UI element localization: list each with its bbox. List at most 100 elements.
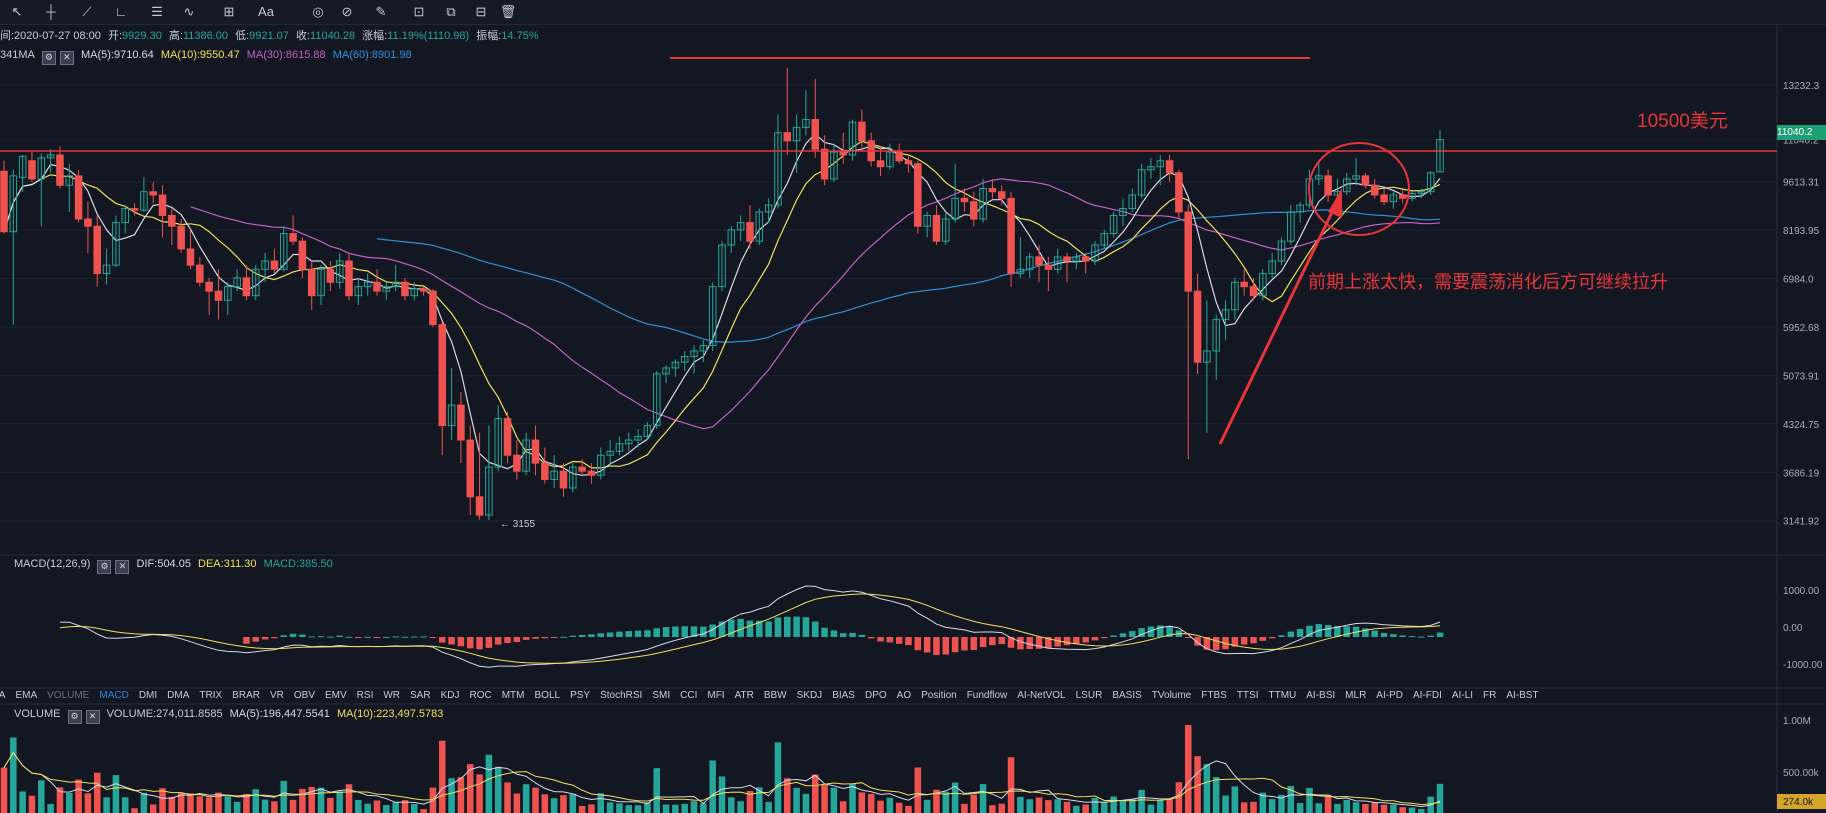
indicator-tab-trix[interactable]: TRIX [199, 690, 223, 701]
macd-histogram-bar [588, 634, 595, 637]
volume-bar [830, 787, 838, 813]
indicator-tab-ai-fdi[interactable]: AI-FDI [1412, 690, 1442, 701]
indicator-tab-dpo[interactable]: DPO [864, 690, 887, 701]
text-icon[interactable]: Aa [258, 4, 274, 19]
indicator-tab-smi[interactable]: SMI [652, 690, 671, 701]
candle-body [317, 268, 325, 297]
macd-histogram-bar [355, 637, 362, 638]
settings-icon[interactable]: ⚙ [97, 560, 112, 574]
indicator-tab-ftbs[interactable]: FTBS [1201, 690, 1227, 701]
price-axis-background [1777, 24, 1826, 813]
trend-line-icon[interactable]: ⟋ [82, 4, 92, 19]
close-icon[interactable]: ✕ [115, 560, 130, 574]
indicator-tab-cci[interactable]: CCI [680, 690, 698, 701]
volume-bar [10, 737, 17, 813]
volume-bar [317, 787, 325, 813]
indicator-tab-brar[interactable]: BRAR [232, 690, 260, 701]
indicator-tab-ai-bsi[interactable]: AI-BSI [1306, 690, 1336, 701]
indicator-tab-mtm[interactable]: MTM [501, 690, 525, 701]
indicator-tab-mfi[interactable]: MFI [707, 690, 725, 701]
macd-histogram-bar [672, 626, 679, 637]
angle-icon[interactable]: ∟ [114, 4, 128, 19]
indicator-tab-obv[interactable]: OBV [293, 690, 315, 701]
macd-histogram-bar [737, 618, 744, 637]
indicator-tab-volume[interactable]: VOLUME [47, 690, 90, 701]
indicator-tab-boll[interactable]: BOLL [534, 690, 561, 701]
delete-icon[interactable]: 🗑 [499, 4, 517, 19]
cursor-icon[interactable]: ↖ [11, 4, 23, 19]
volume-bar [93, 772, 101, 813]
crosshair-icon[interactable]: ┼ [46, 4, 56, 19]
indicator-tab-fr[interactable]: FR [1482, 690, 1497, 701]
indicator-tab-ema[interactable]: EMA [15, 690, 38, 701]
volume-bar [271, 801, 278, 813]
indicator-tab-kdj[interactable]: KDJ [440, 690, 460, 701]
indicator-tab-vr[interactable]: VR [269, 690, 284, 701]
volume-bar [1194, 756, 1201, 813]
lock-icon[interactable]: ⊡ [413, 4, 425, 19]
indicator-tab-psy[interactable]: PSY [570, 690, 591, 701]
macd-histogram-bar [1390, 634, 1397, 637]
candle-body [1035, 256, 1043, 266]
settings-icon[interactable]: ⚙ [41, 51, 56, 65]
indicator-tab-ai-bst[interactable]: AI-BST [1506, 690, 1539, 701]
indicator-tab-mlr[interactable]: MLR [1345, 690, 1367, 701]
magnet-icon[interactable]: ◎ [312, 4, 324, 19]
eraser-icon[interactable]: ⊘ [341, 4, 353, 19]
indicator-tab-ai-netvol[interactable]: AI-NetVOL [1017, 690, 1066, 701]
volume-bar [1334, 803, 1341, 813]
indicator-tab-ttsi[interactable]: TTSI [1236, 690, 1259, 701]
indicator-tab-position[interactable]: Position [921, 690, 957, 701]
indicator-tab-ai-pd[interactable]: AI-PD [1376, 690, 1403, 701]
indicator-tab-dma[interactable]: DMA [167, 690, 190, 701]
indicator-tab-sar[interactable]: SAR [410, 690, 431, 701]
horizontal-lines-icon[interactable]: ☰ [151, 4, 163, 19]
copy-icon[interactable]: ⧉ [446, 4, 456, 19]
macd-histogram-bar [830, 630, 838, 637]
indicator-tab-wr[interactable]: WR [383, 690, 401, 701]
macd-histogram-bar [989, 637, 996, 646]
candle-body [1296, 204, 1304, 213]
close-icon[interactable]: ✕ [59, 51, 74, 65]
candle-body [1025, 256, 1034, 270]
measure-icon[interactable]: ⊞ [223, 4, 235, 19]
candle-body [746, 222, 754, 242]
indicator-tab-tvolume[interactable]: TVolume [1151, 690, 1192, 701]
indicator-tab-ia[interactable]: IA [0, 690, 6, 701]
indicator-tab-ao[interactable]: AO [896, 690, 912, 701]
volume-bar [1278, 794, 1285, 813]
wave-icon[interactable]: ∿ [183, 4, 195, 19]
indicator-tab-basis[interactable]: BASIS [1112, 690, 1142, 701]
pen-icon[interactable]: ✎ [375, 4, 387, 19]
indicator-tab-lsur[interactable]: LSUR [1075, 690, 1103, 701]
indicator-tab-stochrsi[interactable]: StochRSI [600, 690, 643, 701]
indicator-tab-macd[interactable]: MACD [99, 690, 129, 701]
indicator-tab-bbw[interactable]: BBW [763, 690, 787, 701]
candle-body [1380, 194, 1388, 203]
candle-body [886, 151, 894, 168]
volume-bar [560, 795, 567, 813]
candle-body [149, 191, 157, 196]
indicator-tab-skdj[interactable]: SKDJ [796, 690, 823, 701]
indicator-tab-atr[interactable]: ATR [734, 690, 754, 701]
indicator-tab-ai-li[interactable]: AI-LI [1451, 690, 1473, 701]
volume-bar [327, 797, 334, 813]
macd-histogram-bar [438, 637, 446, 643]
indicator-tab-rsi[interactable]: RSI [356, 690, 374, 701]
settings-icon[interactable]: ⚙ [67, 710, 82, 724]
indicator-tab-roc[interactable]: ROC [469, 690, 492, 701]
indicator-tab-dmi[interactable]: DMI [138, 690, 158, 701]
candle-body [298, 240, 307, 270]
indicator-tab-emv[interactable]: EMV [325, 690, 347, 701]
indicator-tab-fundflow[interactable]: Fundflow [966, 690, 1008, 701]
macd-histogram-bar [401, 636, 409, 638]
close-icon[interactable]: ✕ [85, 710, 100, 724]
indicator-tab-bias[interactable]: BIAS [832, 690, 855, 701]
volume-bar [56, 787, 64, 813]
volume-bar [131, 808, 138, 813]
macd-histogram-bar [550, 637, 558, 638]
hide-icon[interactable]: ⊟ [475, 4, 487, 19]
ohlc-close-label: 收: [295, 30, 311, 42]
indicator-tab-ttmu[interactable]: TTMU [1268, 690, 1297, 701]
